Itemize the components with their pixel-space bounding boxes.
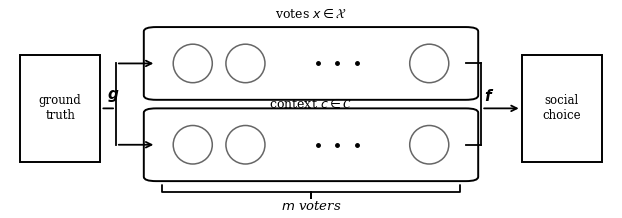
- Ellipse shape: [226, 126, 265, 164]
- Text: social
choice: social choice: [542, 94, 581, 122]
- Text: votes $x \in \mathcal{X}$: votes $x \in \mathcal{X}$: [275, 7, 347, 21]
- FancyBboxPatch shape: [20, 55, 101, 162]
- FancyBboxPatch shape: [144, 108, 478, 181]
- Text: $\boldsymbol{f}$: $\boldsymbol{f}$: [485, 88, 494, 104]
- Ellipse shape: [173, 44, 212, 83]
- FancyBboxPatch shape: [521, 55, 602, 162]
- Ellipse shape: [410, 44, 449, 83]
- Ellipse shape: [226, 44, 265, 83]
- FancyBboxPatch shape: [144, 27, 478, 100]
- Ellipse shape: [173, 126, 212, 164]
- Text: context $c \in \mathcal{C}$: context $c \in \mathcal{C}$: [269, 97, 353, 111]
- Ellipse shape: [410, 126, 449, 164]
- Text: $\boldsymbol{g}$: $\boldsymbol{g}$: [106, 88, 119, 104]
- Text: $m$ voters: $m$ voters: [281, 200, 341, 213]
- Text: ground
truth: ground truth: [39, 94, 81, 122]
